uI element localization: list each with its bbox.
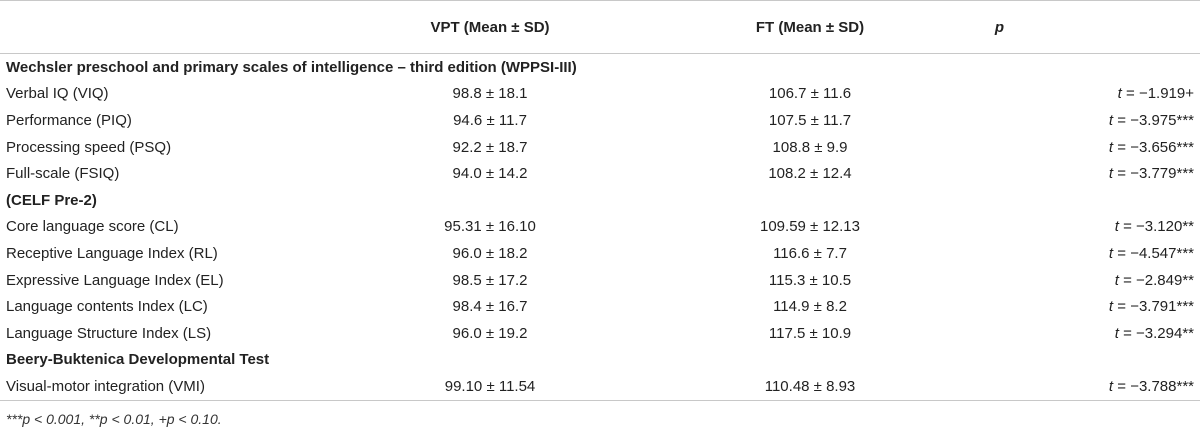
vpt-value: 98.4 ± 16.7 (452, 298, 528, 316)
ft-value: 106.7 ± 11.6 (768, 85, 852, 103)
table-row: Expressive Language Index (EL) 98.5 ± 17… (0, 267, 1200, 294)
results-table: VPT (Mean ± SD) FT (Mean ± SD) p Wechsle… (0, 0, 1200, 401)
ft-value: 114.9 ± 8.2 (773, 298, 847, 316)
t-stat: = −3.120** (1118, 218, 1194, 236)
ft-value: 115.3 ± 10.5 (768, 271, 852, 289)
ft-value: 117.5 ± 10.9 (768, 324, 852, 342)
row-label: Receptive Language Index (RL) (6, 244, 218, 262)
vpt-value: 92.2 ± 18.7 (452, 138, 528, 156)
t-symbol: t (1108, 138, 1114, 156)
t-symbol: t (1108, 298, 1114, 316)
t-stat: = −3.656*** (1113, 138, 1194, 156)
vpt-value: 94.0 ± 14.2 (452, 165, 528, 183)
t-symbol: t (1108, 111, 1114, 129)
ft-value: 107.5 ± 11.7 (768, 111, 852, 129)
table-body: Wechsler preschool and primary scales of… (0, 54, 1200, 401)
row-label: Language Structure Index (LS) (6, 324, 212, 342)
table-row: Verbal IQ (VIQ) 98.8 ± 18.1 106.7 ± 11.6… (0, 81, 1200, 108)
p-value: t = −3.791*** (980, 293, 1200, 320)
t-stat: = −3.294** (1118, 324, 1194, 342)
p-value: t = −2.849** (980, 267, 1200, 294)
t-symbol: t (1114, 324, 1119, 342)
t-symbol: t (1108, 377, 1114, 395)
row-label: Core language score (CL) (6, 218, 179, 236)
t-stat: = −4.547*** (1113, 244, 1194, 262)
section-title: Wechsler preschool and primary scales of… (6, 58, 577, 76)
ft-value: 108.2 ± 12.4 (768, 165, 852, 183)
header-empty-cell (0, 0, 340, 54)
section-row-celf: (CELF Pre-2) (0, 187, 1200, 214)
p-value: t = −4.547*** (980, 240, 1200, 267)
table-row: Visual-motor integration (VMI) 99.10 ± 1… (0, 373, 1200, 401)
section-row-wppsi: Wechsler preschool and primary scales of… (0, 54, 1200, 81)
vpt-value: 96.0 ± 18.2 (452, 244, 528, 262)
section-title: (CELF Pre-2) (6, 191, 97, 209)
t-symbol: t (1108, 165, 1114, 183)
row-label: Expressive Language Index (EL) (6, 271, 224, 289)
header-p: p (980, 0, 1200, 54)
row-label: Verbal IQ (VIQ) (6, 85, 109, 103)
header-vpt: VPT (Mean ± SD) (340, 0, 640, 54)
row-label: Visual-motor integration (VMI) (0, 373, 340, 401)
section-title: Beery-Buktenica Developmental Test (6, 351, 270, 369)
vpt-value: 95.31 ± 16.10 (444, 218, 536, 236)
p-value: t = −3.656*** (980, 134, 1200, 161)
t-symbol: t (1108, 244, 1114, 262)
vpt-value: 99.10 ± 11.54 (340, 373, 640, 401)
table-header-row: VPT (Mean ± SD) FT (Mean ± SD) p (0, 0, 1200, 54)
vpt-value: 96.0 ± 19.2 (452, 324, 528, 342)
row-label: Language contents Index (LC) (6, 298, 208, 316)
p-value: t = −3.294** (980, 320, 1200, 347)
header-ft: FT (Mean ± SD) (640, 0, 980, 54)
t-stat: = −3.791*** (1113, 298, 1194, 316)
table-row: Core language score (CL) 95.31 ± 16.10 1… (0, 214, 1200, 241)
table-row: Language contents Index (LC) 98.4 ± 16.7… (0, 293, 1200, 320)
section-row-beery: Beery-Buktenica Developmental Test (0, 347, 1200, 374)
table-row: Language Structure Index (LS) 96.0 ± 19.… (0, 320, 1200, 347)
t-stat: = −3.975*** (1113, 111, 1194, 129)
row-label: Full-scale (FSIQ) (6, 165, 120, 183)
t-stat: = −3.788*** (1113, 377, 1194, 395)
vpt-value: 94.6 ± 11.7 (453, 111, 527, 129)
row-label: Processing speed (PSQ) (6, 138, 172, 156)
t-stat: = −1.919+ (1121, 85, 1194, 103)
table-footnote: ***p < 0.001, **p < 0.01, +p < 0.10. (6, 410, 222, 427)
ft-value: 108.8 ± 9.9 (772, 138, 848, 156)
t-symbol: t (1114, 218, 1119, 236)
p-value: t = −1.919+ (980, 81, 1200, 108)
p-value: t = −3.975*** (980, 107, 1200, 134)
p-value: t = −3.779*** (980, 160, 1200, 187)
vpt-value: 98.5 ± 17.2 (452, 271, 528, 289)
ft-value: 116.6 ± 7.7 (773, 244, 847, 262)
ft-value: 109.59 ± 12.13 (760, 218, 860, 236)
table-row: Full-scale (FSIQ) 94.0 ± 14.2 108.2 ± 12… (0, 160, 1200, 187)
t-stat: = −2.849** (1118, 271, 1194, 289)
t-symbol: t (1117, 85, 1122, 103)
t-stat: = −3.779*** (1113, 165, 1194, 183)
t-symbol: t (1114, 271, 1119, 289)
table-row: Performance (PIQ) 94.6 ± 11.7 107.5 ± 11… (0, 107, 1200, 134)
vpt-value: 98.8 ± 18.1 (452, 85, 528, 103)
results-table-container: VPT (Mean ± SD) FT (Mean ± SD) p Wechsle… (0, 0, 1200, 427)
ft-value: 110.48 ± 8.93 (640, 373, 980, 401)
p-value: t = −3.120** (980, 214, 1200, 241)
row-label: Performance (PIQ) (6, 111, 132, 129)
table-row: Processing speed (PSQ) 92.2 ± 18.7 108.8… (0, 134, 1200, 161)
p-value: t = −3.788*** (980, 373, 1200, 401)
table-row: Receptive Language Index (RL) 96.0 ± 18.… (0, 240, 1200, 267)
